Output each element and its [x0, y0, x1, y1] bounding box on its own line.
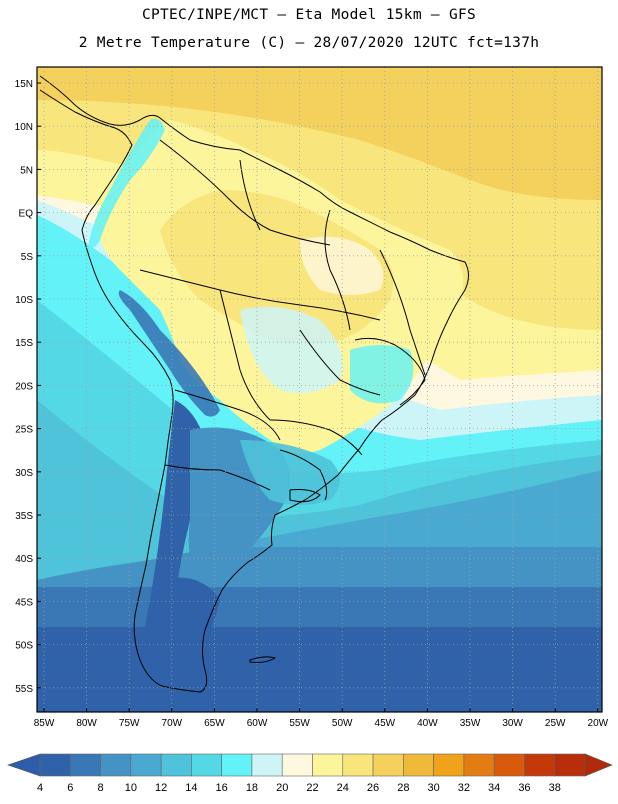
lon-label: 65W — [204, 718, 225, 729]
colorbar-tick-label: 22 — [306, 782, 318, 794]
lat-label: 40S — [15, 554, 33, 565]
lat-label: 35S — [15, 511, 33, 522]
lon-label: 45W — [375, 718, 396, 729]
colorbar-swatch — [554, 753, 586, 777]
colorbar-swatch — [524, 753, 556, 777]
lon-label: 20W — [588, 718, 609, 729]
lon-label: 80W — [76, 718, 97, 729]
colorbar-tick-label: 4 — [37, 782, 43, 794]
lon-label: 30W — [502, 718, 523, 729]
colorbar-tick-label: 34 — [488, 782, 500, 794]
colorbar-tick-label: 20 — [276, 782, 288, 794]
colorbar-swatch — [312, 753, 344, 777]
colorbar-swatch — [372, 753, 404, 777]
colorbar-swatch — [221, 753, 253, 777]
colorbar: 4 6 8 10 12 14 16 18 20 22 24 26 28 30 32 34 36 38 — [7, 753, 613, 794]
colorbar-swatch — [433, 753, 465, 777]
lat-label: 55S — [15, 684, 33, 695]
lat-label: 5N — [20, 165, 33, 176]
lon-label: 70W — [162, 718, 183, 729]
lat-label: EQ — [19, 209, 34, 220]
colorbar-tick-label: 18 — [246, 782, 258, 794]
colorbar-high-arrow — [584, 753, 613, 777]
colorbar-tick-label: 16 — [216, 782, 228, 794]
colorbar-tick-label: 38 — [549, 782, 561, 794]
colorbar-tick-label: 12 — [155, 782, 167, 794]
lon-label: 50W — [332, 718, 353, 729]
colorbar-swatch — [403, 753, 434, 777]
lat-label: 45S — [15, 597, 33, 608]
colorbar-low-arrow — [7, 753, 41, 777]
colorbar-swatch — [493, 753, 525, 777]
lat-label: 25S — [15, 425, 33, 436]
lon-label: 75W — [119, 718, 140, 729]
colorbar-tick-label: 30 — [427, 782, 439, 794]
plot-frame — [36, 66, 603, 713]
colorbar-tick-label: 14 — [185, 782, 197, 794]
lat-label: 20S — [15, 381, 33, 392]
longitude-labels: 85W 80W 75W 70W 65W 60W 55W 50W 45W 40W 35W 30W 25W 2… — [34, 708, 609, 729]
latitude-labels: 15N 10N 5N EQ 5S 10S 15S 20S 25S 30S 35S 40S 45S 50S 5… — [15, 79, 41, 695]
lon-label: 25W — [545, 718, 566, 729]
lon-label: 55W — [289, 718, 310, 729]
colorbar-tick-label: 10 — [125, 782, 137, 794]
colorbar-swatch — [251, 753, 283, 777]
colorbar-swatch — [281, 753, 313, 777]
lon-label: 85W — [34, 718, 55, 729]
lon-label: 60W — [247, 718, 268, 729]
coastlines — [39, 75, 469, 693]
map-title: CPTEC/INPE/MCT – Eta Model 15km – GFS — [141, 7, 477, 23]
lat-label: 15N — [15, 79, 33, 90]
lon-label: 35W — [460, 718, 481, 729]
lat-label: 10N — [15, 122, 33, 133]
colorbar-swatch — [69, 753, 101, 777]
colorbar-tick-label: 24 — [337, 782, 349, 794]
colorbar-swatch — [342, 753, 374, 777]
colorbar-swatch — [463, 753, 495, 777]
map-subtitle: 2 Metre Temperature (C) – 28/07/2020 12U… — [78, 35, 540, 51]
lat-label: 50S — [15, 641, 33, 652]
colorbar-swatch — [39, 753, 71, 777]
lat-label: 5S — [21, 252, 34, 263]
colorbar-tick-label: 8 — [97, 782, 103, 794]
colorbar-tick-label: 36 — [518, 782, 530, 794]
lat-label: 15S — [15, 338, 33, 349]
colorbar-swatch — [191, 753, 222, 777]
colorbar-tick-label: 28 — [397, 782, 409, 794]
colorbar-swatch — [160, 753, 192, 777]
colorbar-swatch — [100, 753, 132, 777]
colorbar-tick-label: 6 — [67, 782, 73, 794]
lat-label: 30S — [15, 468, 33, 479]
lat-label: 10S — [15, 295, 33, 306]
colorbar-swatch — [130, 753, 162, 777]
colorbar-tick-label: 32 — [458, 782, 470, 794]
colorbar-tick-label: 26 — [367, 782, 379, 794]
lon-label: 40W — [417, 718, 438, 729]
